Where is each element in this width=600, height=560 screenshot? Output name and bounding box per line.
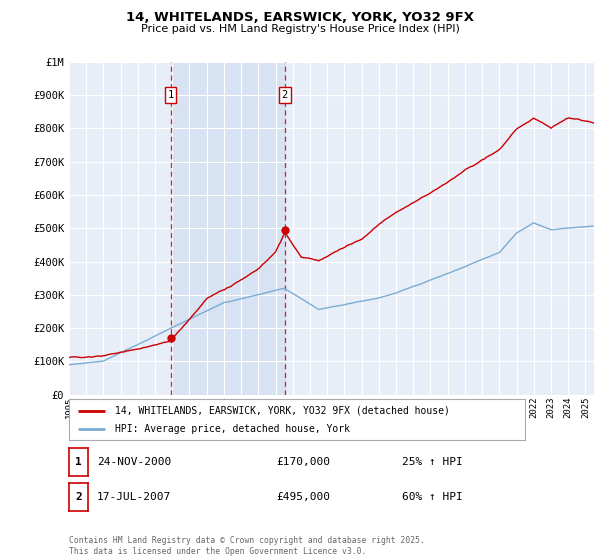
- Text: 14, WHITELANDS, EARSWICK, YORK, YO32 9FX (detached house): 14, WHITELANDS, EARSWICK, YORK, YO32 9FX…: [115, 405, 449, 416]
- Text: 60% ↑ HPI: 60% ↑ HPI: [402, 492, 463, 502]
- Text: 1: 1: [75, 457, 82, 467]
- Text: 2: 2: [282, 90, 288, 100]
- Text: 17-JUL-2007: 17-JUL-2007: [97, 492, 172, 502]
- Text: 24-NOV-2000: 24-NOV-2000: [97, 457, 172, 467]
- Text: £495,000: £495,000: [276, 492, 330, 502]
- Bar: [170, 62, 285, 395]
- Text: 2: 2: [75, 492, 82, 502]
- Text: Price paid vs. HM Land Registry's House Price Index (HPI): Price paid vs. HM Land Registry's House …: [140, 24, 460, 34]
- Text: 1: 1: [167, 90, 173, 100]
- Text: Contains HM Land Registry data © Crown copyright and database right 2025.
This d: Contains HM Land Registry data © Crown c…: [69, 536, 425, 556]
- Text: HPI: Average price, detached house, York: HPI: Average price, detached house, York: [115, 424, 350, 433]
- Text: 14, WHITELANDS, EARSWICK, YORK, YO32 9FX: 14, WHITELANDS, EARSWICK, YORK, YO32 9FX: [126, 11, 474, 25]
- Text: £170,000: £170,000: [276, 457, 330, 467]
- Text: 25% ↑ HPI: 25% ↑ HPI: [402, 457, 463, 467]
